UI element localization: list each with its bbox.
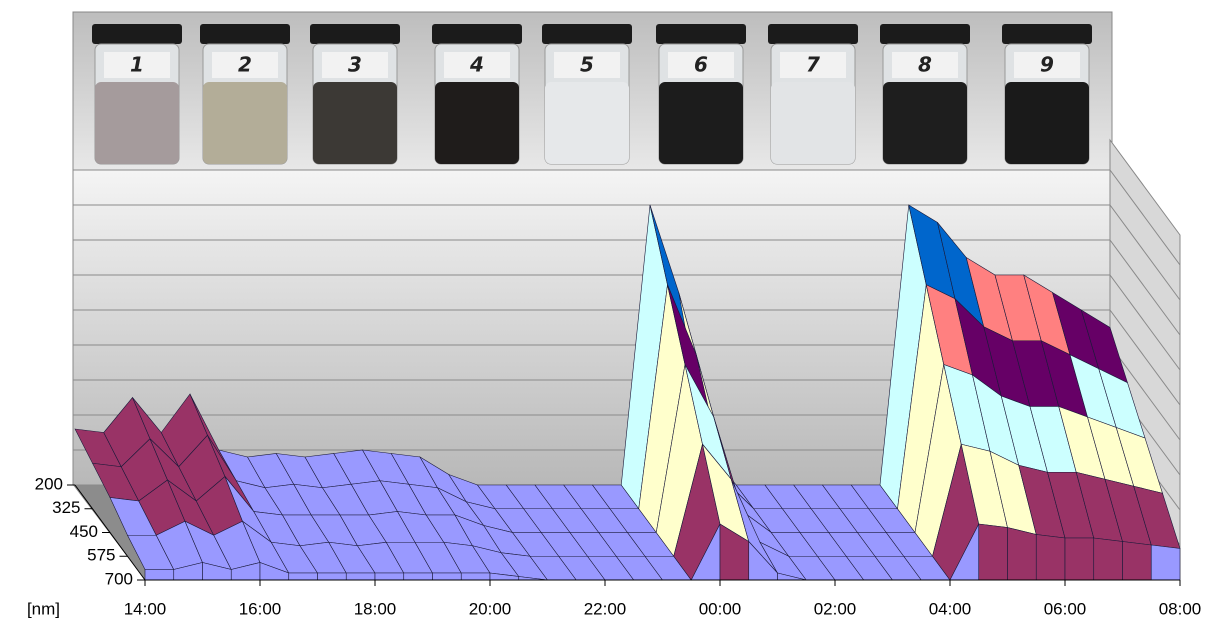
x-tick-label: 20:00 [469,599,512,618]
vial-number: 2 [238,53,252,77]
y-tick-label: 700 [105,569,133,588]
x-tick-label: 02:00 [814,599,857,618]
surface-skirt [346,573,375,580]
x-tick-label: 16:00 [239,599,282,618]
vial-number: 7 [806,53,820,77]
surface-skirt [1008,528,1037,581]
vial-cap [768,24,858,44]
chart: 1 2 3 4 5 6 7 8 9 200 325 450 575 700 14:00 16:00 18:00… [0,0,1211,621]
surface-skirt [1065,538,1094,580]
surface-skirt [979,524,1008,580]
surface-skirt [145,570,174,581]
vial-cap [310,24,400,44]
y-axis-label: [nm] [27,599,60,618]
surface-skirt [461,573,490,580]
vial-number: 6 [694,53,708,77]
y-tick-label: 200 [35,474,63,493]
vial-number: 3 [348,53,362,77]
vial-cap [1002,24,1092,44]
vial-liquid [545,82,629,164]
x-tick-label: 06:00 [1044,599,1087,618]
vial-number: 8 [918,53,932,77]
vial-liquid [1005,82,1089,164]
surface-skirt [433,573,462,580]
vial-cap [92,24,182,44]
vial-liquid [203,82,287,164]
vial-cap [200,24,290,44]
vial-liquid [435,82,519,164]
x-tick-label: 14:00 [124,599,167,618]
surface-skirt [1094,538,1123,580]
vial-liquid [659,82,743,164]
x-tick-label: 08:00 [1159,599,1202,618]
surface-skirt [375,573,404,580]
vial-liquid [95,82,179,164]
y-tick-label: 575 [87,546,115,565]
x-tick-label: 04:00 [929,599,972,618]
x-tick-label: 22:00 [584,599,627,618]
vial-number: 4 [469,53,484,77]
x-tick-label: 00:00 [699,599,742,618]
vial-number: 5 [580,53,594,77]
vial-liquid [771,82,855,164]
vial-cap [432,24,522,44]
vial-cap [880,24,970,44]
page: 1 2 3 4 5 6 7 8 9 200 325 450 575 700 14:00 16:00 18:00… [0,0,1211,626]
surface-skirt [1151,545,1180,580]
surface-skirt [289,573,318,580]
vial-number: 1 [130,53,144,77]
surface-skirt [318,573,347,580]
surface-skirt [404,573,433,580]
x-tick-label: 18:00 [354,599,397,618]
vial-cap [656,24,746,44]
vial-number: 9 [1040,53,1054,77]
surface-skirt [1036,535,1065,581]
vial-liquid [883,82,967,164]
y-tick-label: 450 [70,522,98,541]
vial-liquid [313,82,397,164]
y-tick-label: 325 [52,498,80,517]
surface-skirt [1123,542,1152,581]
vial-cap [542,24,632,44]
vials: 1 2 3 4 5 6 7 8 9 [92,24,1092,164]
